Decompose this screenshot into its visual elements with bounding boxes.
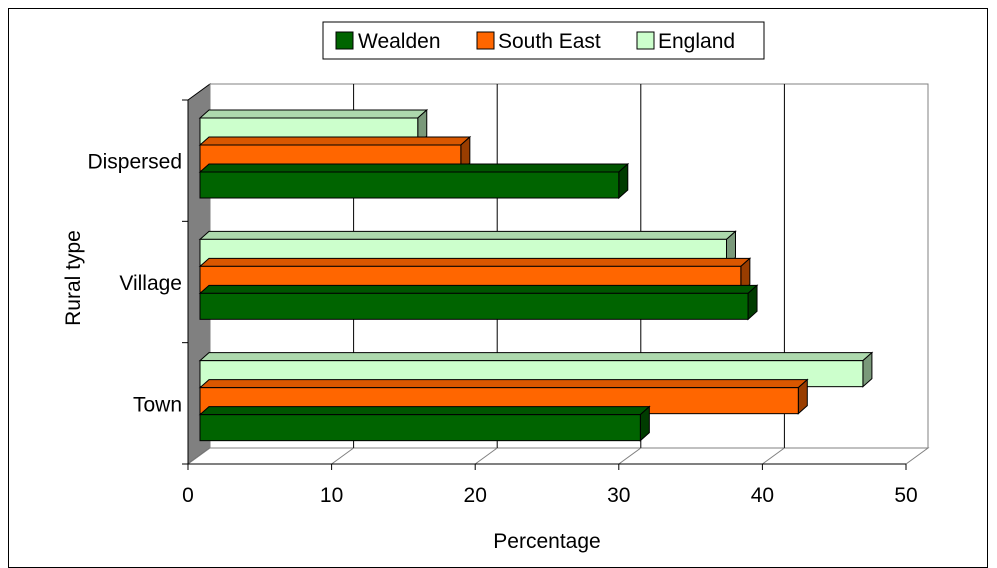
x-tick-label: 0 — [182, 484, 194, 507]
floor-gridline — [474, 447, 498, 465]
x-axis-title: Percentage — [493, 530, 600, 553]
legend-label-wealden: Wealden — [358, 30, 441, 53]
x-tick-label: 50 — [894, 484, 917, 507]
legend: Wealden South East England — [322, 21, 765, 60]
x-tick-label: 20 — [464, 484, 487, 507]
floor-gridline — [331, 447, 354, 465]
legend-swatch-south-east — [476, 31, 495, 50]
bar-wealden-dispersed — [198, 162, 630, 200]
floor — [186, 447, 930, 465]
x-tick-label: 10 — [320, 484, 343, 507]
bar-wealden-town — [198, 405, 651, 442]
floor-gridline — [618, 447, 642, 465]
bar-chart: Dispersed Village Town 0 10 20 30 40 50 Percent… — [62, 21, 930, 553]
legend-box — [322, 21, 765, 60]
legend-swatch-england — [636, 31, 655, 50]
category-label: Dispersed — [87, 151, 182, 174]
axes — [182, 99, 907, 470]
bar-wealden-village — [198, 284, 759, 321]
legend-label-england: England — [658, 30, 735, 53]
y-axis-title: Rural type — [62, 230, 85, 326]
x-tick-labels: 0 10 20 30 40 50 — [182, 484, 918, 507]
category-label: Town — [133, 393, 182, 416]
bars — [198, 108, 874, 442]
legend-label-south-east: South East — [498, 30, 601, 53]
x-tick-label: 40 — [751, 484, 774, 507]
floor-gridline — [762, 447, 785, 465]
category-labels: Dispersed Village Town — [87, 151, 182, 417]
x-tick-label: 30 — [607, 484, 630, 507]
legend-swatch-wealden — [335, 31, 354, 50]
category-label: Village — [119, 272, 182, 295]
